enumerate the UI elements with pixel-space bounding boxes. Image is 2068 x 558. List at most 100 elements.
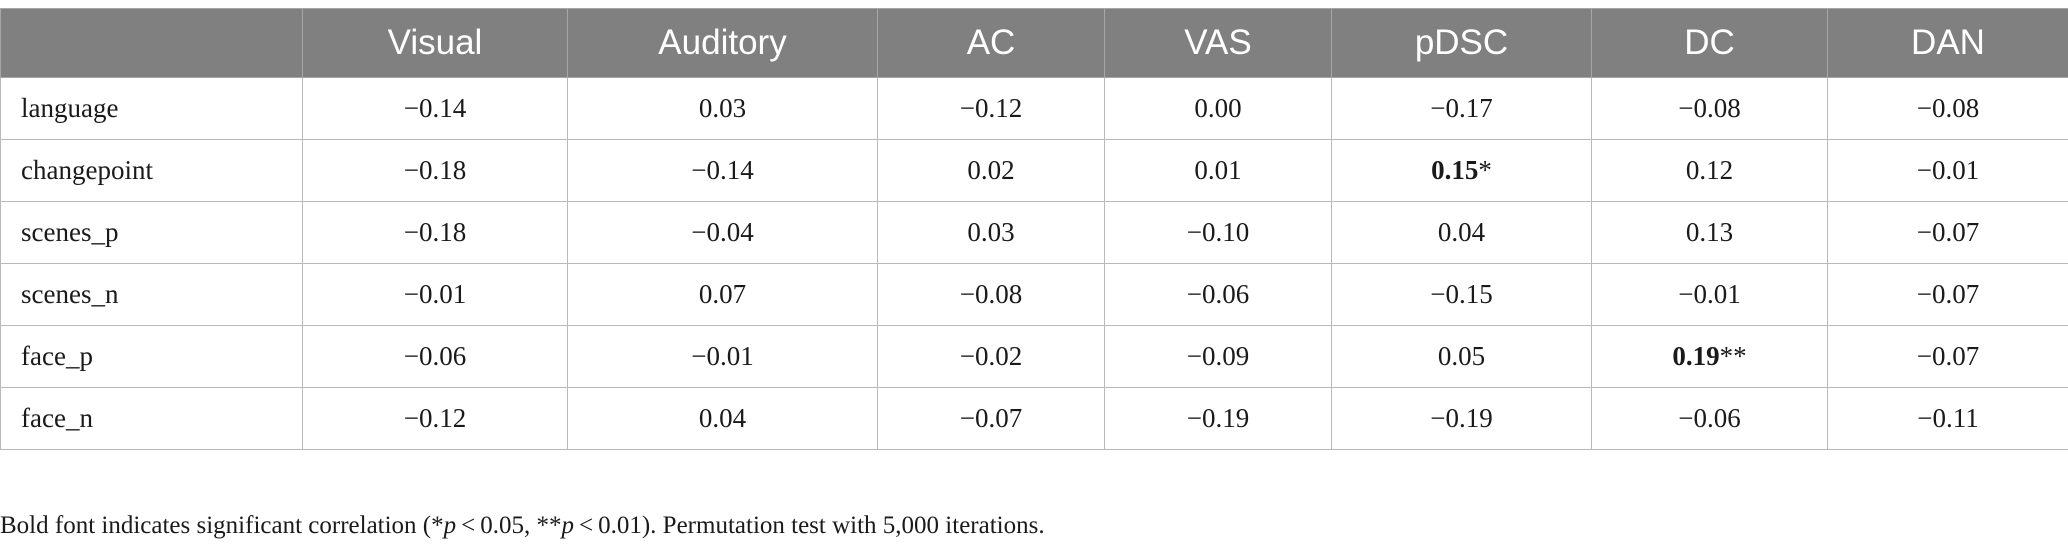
- table-row: changepoint −0.18 −0.14 0.02 0.01 0.15* 0.12 −0…: [0, 139, 2068, 202]
- cell-value: 0.13: [1685, 217, 1734, 247]
- table-cell: 0.13: [1591, 201, 1828, 264]
- table-cell: 0.12: [1591, 139, 1828, 202]
- header-cell-corner: [0, 8, 303, 78]
- table-cell: −0.18: [302, 139, 568, 202]
- table-cell: −0.12: [302, 387, 568, 450]
- cell-value: 0.19: [1672, 341, 1720, 371]
- cell-value: −0.14: [691, 155, 754, 185]
- table-cell: −0.01: [567, 325, 878, 388]
- table-cell: 0.03: [877, 201, 1105, 264]
- cell-value: 0.15: [1431, 155, 1479, 185]
- table-cell: −0.06: [1591, 387, 1828, 450]
- cell-value: −0.08: [1678, 93, 1741, 123]
- cell-value: −0.06: [403, 341, 467, 371]
- cell-value: −0.18: [403, 155, 467, 185]
- table-cell: 0.07: [567, 263, 878, 326]
- table-cell: 0.15*: [1331, 139, 1592, 202]
- row-label: face_p: [0, 325, 303, 388]
- cell-value: 0.04: [698, 403, 747, 433]
- table-cell: −0.07: [1827, 325, 2068, 388]
- table-cell: −0.09: [1104, 325, 1332, 388]
- table-cell: 0.19**: [1591, 325, 1828, 388]
- table-cell: −0.18: [302, 201, 568, 264]
- cell-value: 0.04: [1437, 217, 1486, 247]
- table-cell: −0.14: [302, 77, 568, 140]
- footnote-p-symbol: p: [443, 512, 457, 539]
- cell-value: −0.08: [1916, 93, 1980, 123]
- cell-value: −0.18: [403, 217, 467, 247]
- table-cell: 0.00: [1104, 77, 1332, 140]
- table-cell: −0.08: [1827, 77, 2068, 140]
- table-row: face_n −0.12 0.04 −0.07 −0.19 −0.19 −0.06 −0.11: [0, 387, 2068, 450]
- table-cell: −0.14: [567, 139, 878, 202]
- table-body: language −0.14 0.03 −0.12 0.00 −0.17 −0.08 −0.0…: [0, 77, 2068, 450]
- cell-value: −0.04: [691, 217, 754, 247]
- table-cell: −0.15: [1331, 263, 1592, 326]
- table-cell: −0.06: [302, 325, 568, 388]
- cell-value: −0.12: [959, 93, 1023, 123]
- header-cell-dc: DC: [1591, 8, 1828, 78]
- table-row: scenes_p −0.18 −0.04 0.03 −0.10 0.04 0.13 −0.07: [0, 201, 2068, 264]
- table-cell: −0.01: [1827, 139, 2068, 202]
- table-cell: −0.08: [1591, 77, 1828, 140]
- table-cell: 0.02: [877, 139, 1105, 202]
- table-cell: −0.12: [877, 77, 1105, 140]
- footnote-prefix: Bold font indicates significant correlat…: [0, 512, 444, 539]
- cell-value: 0.02: [967, 155, 1015, 185]
- footnote-threshold-1: < 0.05, **: [456, 512, 562, 539]
- table-cell: −0.19: [1104, 387, 1332, 450]
- cell-value: −0.06: [1678, 403, 1741, 433]
- row-label: scenes_p: [0, 201, 303, 264]
- cell-value: 0.12: [1685, 155, 1734, 185]
- cell-value: −0.10: [1186, 217, 1250, 247]
- cell-value: −0.08: [959, 279, 1023, 309]
- table-cell: −0.01: [1591, 263, 1828, 326]
- table-cell: 0.04: [567, 387, 878, 450]
- header-cell-pdsc: pDSC: [1331, 8, 1592, 78]
- header-cell-auditory: Auditory: [567, 8, 878, 78]
- cell-value: −0.01: [1678, 279, 1741, 309]
- table-cell: −0.08: [877, 263, 1105, 326]
- header-cell-vas: VAS: [1104, 8, 1332, 78]
- cell-value: −0.11: [1917, 403, 1979, 433]
- table-row: face_p −0.06 −0.01 −0.02 −0.09 0.05 0.19** −0.0…: [0, 325, 2068, 388]
- table-cell: 0.01: [1104, 139, 1332, 202]
- cell-value: −0.15: [1430, 279, 1493, 309]
- cell-value: −0.12: [403, 403, 467, 433]
- table-cell: −0.19: [1331, 387, 1592, 450]
- cell-value: −0.14: [403, 93, 467, 123]
- row-label: changepoint: [0, 139, 303, 202]
- table-cell: −0.06: [1104, 263, 1332, 326]
- row-label: face_n: [0, 387, 303, 450]
- footnote-p-symbol: p: [561, 512, 575, 539]
- cell-value: 0.03: [967, 217, 1015, 247]
- table-footnote: Bold font indicates significant correlat…: [0, 512, 1045, 540]
- row-label: scenes_n: [0, 263, 303, 326]
- row-label: language: [0, 77, 303, 140]
- cell-value: −0.01: [691, 341, 754, 371]
- cell-value: −0.01: [403, 279, 467, 309]
- correlation-table: Visual Auditory AC VAS pDSC DC DAN langu…: [0, 8, 2068, 450]
- table-cell: −0.01: [302, 263, 568, 326]
- cell-value: 0.01: [1194, 155, 1242, 185]
- cell-value: −0.02: [959, 341, 1023, 371]
- cell-value: −0.07: [1916, 217, 1980, 247]
- table-cell: 0.05: [1331, 325, 1592, 388]
- significance-marker: **: [1719, 341, 1747, 371]
- cell-value: −0.09: [1186, 341, 1250, 371]
- header-row: Visual Auditory AC VAS pDSC DC DAN: [0, 8, 2068, 78]
- cell-value: 0.07: [698, 279, 747, 309]
- table-cell: −0.17: [1331, 77, 1592, 140]
- cell-value: 0.03: [698, 93, 747, 123]
- cell-value: −0.19: [1186, 403, 1250, 433]
- header-cell-ac: AC: [877, 8, 1105, 78]
- cell-value: 0.00: [1194, 93, 1242, 123]
- cell-value: −0.07: [1916, 341, 1980, 371]
- cell-value: 0.05: [1437, 341, 1486, 371]
- table-cell: −0.07: [877, 387, 1105, 450]
- table-cell: −0.07: [1827, 263, 2068, 326]
- table-cell: −0.04: [567, 201, 878, 264]
- header-cell-visual: Visual: [302, 8, 568, 78]
- cell-value: −0.07: [1916, 279, 1980, 309]
- table-cell: 0.03: [567, 77, 878, 140]
